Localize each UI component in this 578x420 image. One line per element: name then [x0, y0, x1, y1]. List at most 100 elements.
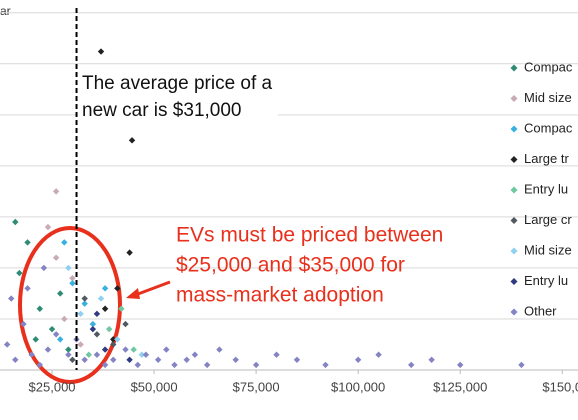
point [110, 341, 117, 348]
legend-marker [510, 95, 518, 102]
point [81, 295, 88, 302]
point [12, 356, 19, 363]
point [252, 361, 260, 369]
legend-marker [510, 278, 518, 285]
x-tick-label: $75,000 [233, 379, 280, 394]
legend-marker [510, 64, 518, 72]
legend-label: Entry lu [524, 273, 568, 288]
point [69, 274, 76, 282]
point [142, 351, 150, 358]
point [375, 351, 382, 358]
point [20, 320, 27, 328]
point [126, 249, 133, 256]
point [122, 346, 129, 353]
point [81, 356, 88, 363]
x-tick-label: $125,000 [433, 379, 487, 394]
point [130, 346, 137, 353]
point [3, 341, 11, 348]
callout-text: EVs must be priced between [176, 224, 443, 247]
point [110, 336, 117, 343]
x-tick-label: $150,0 [542, 379, 578, 394]
point [65, 351, 72, 358]
point [24, 239, 31, 246]
point [93, 310, 101, 318]
chart-title: ar [0, 4, 11, 18]
point [36, 361, 43, 369]
point [114, 336, 121, 343]
point [97, 295, 105, 302]
point [101, 305, 109, 312]
point [322, 361, 329, 369]
legend-label: Large cr [524, 212, 572, 227]
point [154, 356, 162, 363]
point [28, 351, 35, 358]
point [93, 351, 101, 358]
point [428, 356, 435, 363]
point [93, 331, 101, 338]
point [40, 264, 48, 272]
point [61, 315, 68, 323]
legend-label: Compac [524, 59, 573, 74]
point [457, 361, 464, 369]
point [101, 346, 109, 353]
point [77, 310, 84, 318]
legend-marker [510, 247, 518, 255]
point [44, 223, 52, 231]
point [65, 264, 72, 272]
x-tick-label: $25,000 [29, 379, 76, 394]
legend-label: Mid size [524, 242, 572, 257]
point [44, 346, 52, 353]
label-bg [78, 70, 278, 96]
point [81, 300, 88, 307]
legend-label: Large tr [524, 151, 569, 166]
callout-arrowhead [126, 288, 140, 299]
callout-text: $25,000 and $35,000 for [176, 254, 405, 277]
callout-text: mass-market adoption [176, 284, 384, 307]
point [273, 351, 280, 358]
point [110, 356, 117, 363]
point [128, 137, 136, 144]
point [24, 285, 31, 292]
legend-marker [510, 156, 518, 163]
point [57, 290, 64, 297]
point [36, 305, 43, 312]
point [48, 325, 56, 333]
legend-label: Other [524, 303, 557, 318]
point [97, 48, 105, 55]
legend-label: Compac [524, 120, 573, 135]
point [85, 351, 92, 358]
point [8, 295, 15, 302]
label-bg [78, 97, 278, 123]
point [138, 351, 146, 358]
point [16, 269, 23, 277]
point [183, 356, 190, 363]
average-label: The average price of a [82, 73, 273, 94]
legend-label: Mid size [524, 90, 572, 105]
legend-label: Entry lu [524, 181, 568, 196]
point [171, 361, 178, 369]
point [101, 285, 109, 292]
point [89, 320, 97, 328]
point [118, 305, 125, 312]
point [52, 254, 60, 261]
point [32, 336, 39, 343]
point [105, 325, 113, 333]
point [232, 356, 239, 363]
point [12, 218, 19, 226]
point [191, 351, 199, 358]
point [126, 356, 133, 363]
point [89, 325, 97, 333]
x-tick-label: $100,000 [331, 379, 385, 394]
point [77, 341, 84, 348]
average-label: new car is $31,000 [82, 100, 242, 121]
point [293, 356, 301, 363]
point [101, 361, 109, 369]
point [52, 331, 60, 338]
point [61, 239, 68, 246]
legend-marker [510, 217, 518, 224]
x-tick-label: $50,000 [131, 379, 178, 394]
point [354, 356, 362, 363]
point [518, 361, 525, 369]
point [122, 320, 129, 328]
